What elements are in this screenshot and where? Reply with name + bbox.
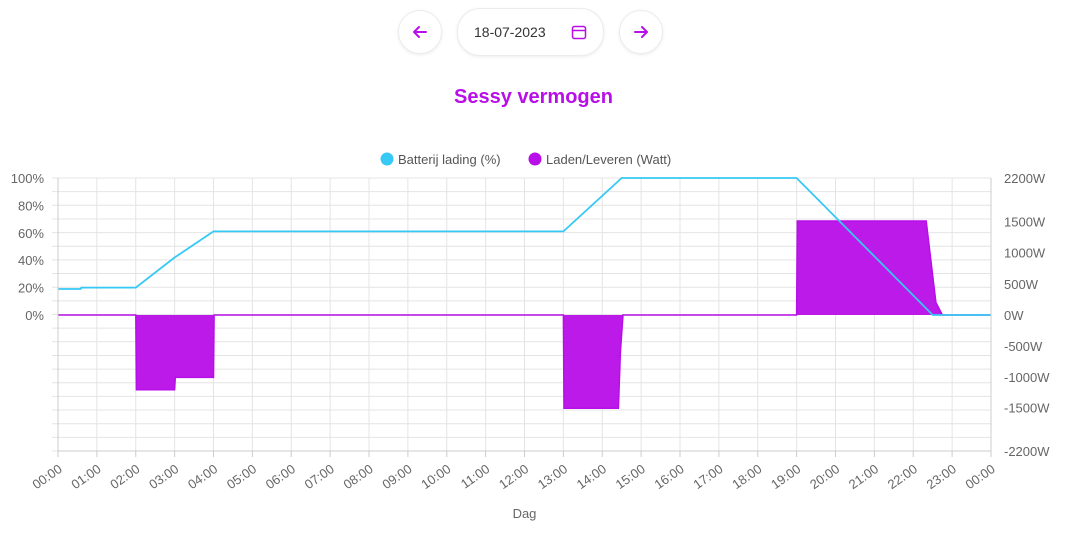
x-tick-label: 07:00 <box>302 461 337 492</box>
x-tick-label: 21:00 <box>846 461 881 492</box>
y-right-tick-label: 2200W <box>1004 171 1046 186</box>
x-tick-label: 20:00 <box>807 461 842 492</box>
x-tick-label: 08:00 <box>340 461 375 492</box>
x-tick-label: 06:00 <box>263 461 298 492</box>
x-tick-label: 00:00 <box>29 461 64 492</box>
date-navigation: 18-07-2023 <box>0 8 1067 58</box>
legend-label: Laden/Leveren (Watt) <box>546 152 671 167</box>
y-left-tick-label: 80% <box>18 198 44 213</box>
y-right-tick-label: 1000W <box>1004 246 1046 261</box>
x-tick-label: 16:00 <box>651 461 686 492</box>
x-tick-label: 05:00 <box>224 461 259 492</box>
x-tick-label: 11:00 <box>458 461 492 491</box>
legend-label: Batterij lading (%) <box>398 152 501 167</box>
series-power-area <box>58 220 991 410</box>
x-tick-label: 18:00 <box>729 461 764 492</box>
x-tick-label: 14:00 <box>574 461 609 492</box>
x-tick-label: 09:00 <box>379 461 414 492</box>
x-tick-label: 13:00 <box>535 461 570 492</box>
x-tick-label: 10:00 <box>418 461 453 492</box>
x-tick-label: 04:00 <box>185 461 220 492</box>
legend-marker <box>380 152 394 166</box>
y-right-tick-label: -500W <box>1004 339 1043 354</box>
x-tick-label: 01:00 <box>68 461 103 492</box>
calendar-icon[interactable] <box>571 24 587 40</box>
power-chart: 00:00 01:00 02:00 03:00 04:00 05:00 06:00 07:00… <box>11 152 1050 521</box>
y-right-tick-label: -1000W <box>1004 370 1050 385</box>
chart-legend: Batterij lading (%) Laden/Leveren (Watt) <box>380 152 672 167</box>
x-tick-label: 19:00 <box>768 461 803 492</box>
previous-day-button[interactable] <box>398 10 442 54</box>
x-tick-label: 22:00 <box>885 461 920 492</box>
y-right-tick-label: 1500W <box>1004 215 1046 230</box>
arrow-left-icon <box>413 26 427 38</box>
x-axis-title: Dag <box>513 506 537 521</box>
legend-marker <box>528 152 542 166</box>
legend-item-battery[interactable]: Batterij lading (%) <box>380 152 501 167</box>
chart-title: Sessy vermogen <box>454 86 613 108</box>
next-day-button[interactable] <box>619 10 663 54</box>
y-left-tick-label: 40% <box>18 253 44 268</box>
y-right-tick-label: -1500W <box>1004 401 1050 416</box>
x-tick-label: 17:00 <box>690 461 725 492</box>
legend-item-power[interactable]: Laden/Leveren (Watt) <box>528 152 672 167</box>
x-tick-label: 15:00 <box>613 461 648 492</box>
y-left-tick-label: 20% <box>18 281 44 296</box>
arrow-right-icon <box>634 26 648 38</box>
y-left-tick-label: 0% <box>25 308 44 323</box>
x-tick-label: 03:00 <box>146 461 181 492</box>
x-tick-label: 23:00 <box>924 461 959 492</box>
x-tick-label: 12:00 <box>496 461 531 492</box>
date-picker[interactable]: 18-07-2023 <box>457 8 604 56</box>
battery-line <box>58 177 991 316</box>
x-tick-label: 02:00 <box>107 461 142 492</box>
y-right-tick-label: 0W <box>1004 308 1024 323</box>
y-left-tick-label: 100% <box>11 171 45 186</box>
y-right-tick-label: -2200W <box>1004 444 1050 459</box>
x-tick-label: 00:00 <box>962 461 997 492</box>
series-battery-line <box>58 177 991 316</box>
power-area-line <box>58 220 991 410</box>
y-right-tick-label: 500W <box>1004 277 1039 292</box>
date-value: 18-07-2023 <box>474 24 546 40</box>
y-left-tick-label: 60% <box>18 226 44 241</box>
